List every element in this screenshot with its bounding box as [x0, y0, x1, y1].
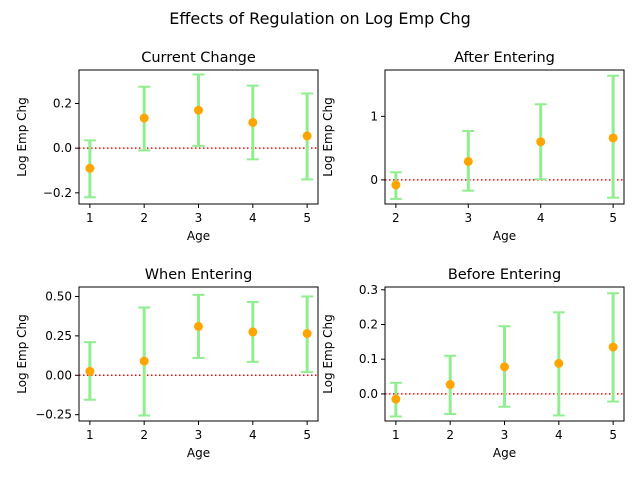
data-point: [139, 356, 149, 366]
subplot-title: Current Change: [141, 50, 256, 66]
y-tick-label: 0.00: [45, 368, 72, 382]
data-point: [248, 117, 258, 127]
axes-frame: [384, 69, 625, 205]
y-tick-label: 0.3: [359, 283, 378, 297]
data-point: [139, 113, 149, 123]
x-axis-label: Age: [187, 446, 210, 460]
data-point: [302, 131, 312, 141]
subplot-1: 1 2 3 4 5 −0.2 0.0 0.2 Current Change Age Log Emp …: [15, 50, 319, 243]
subplot-3: 1 2 3 4 5 −0.25 0.00 0.25 0.50 When Entering Age Lo…: [15, 267, 319, 460]
data-point: [302, 329, 312, 339]
x-tick-label: 5: [303, 428, 311, 442]
subplot-4: 1 2 3 4 5 0.0 0.1 0.2 0.3 Before Entering Age Log E…: [321, 267, 625, 460]
x-tick-label: 2: [446, 428, 454, 442]
x-tick-label: 5: [609, 428, 617, 442]
x-tick-label: 3: [195, 211, 203, 225]
x-tick-label: 4: [249, 428, 257, 442]
data-point: [85, 366, 95, 376]
x-tick-label: 4: [555, 428, 563, 442]
y-axis-label: Log Emp Chg: [321, 314, 335, 394]
data-point: [536, 137, 546, 147]
x-tick-label: 3: [501, 428, 509, 442]
y-axis-label: Log Emp Chg: [15, 97, 29, 177]
data-point: [554, 358, 564, 368]
x-tick-label: 1: [86, 428, 94, 442]
x-tick-label: 5: [303, 211, 311, 225]
x-tick-label: 2: [392, 211, 400, 225]
x-axis-label: Age: [493, 229, 516, 243]
subplot-2: 2 3 4 5 0 1 After Entering Age Log Emp Chg: [321, 50, 625, 243]
x-tick-label: 4: [537, 211, 545, 225]
subplots: 1 2 3 4 5 −0.2 0.0 0.2 Current Change Age Log Emp …: [15, 50, 625, 460]
y-tick-label: −0.2: [43, 186, 72, 200]
data-point: [391, 394, 401, 404]
data-point: [445, 380, 455, 390]
data-point: [85, 163, 95, 173]
y-tick-label: 0: [370, 173, 378, 187]
x-tick-label: 3: [464, 211, 472, 225]
x-tick-label: 1: [86, 211, 94, 225]
data-point: [194, 321, 203, 331]
x-tick-label: 4: [249, 211, 257, 225]
y-tick-label: 1: [370, 109, 378, 123]
data-point: [463, 156, 473, 166]
subplot-title: Before Entering: [448, 267, 561, 283]
figure-title: Effects of Regulation on Log Emp Chg: [169, 9, 471, 28]
y-tick-label: 0.0: [53, 141, 72, 155]
data-point: [608, 133, 618, 143]
x-axis-label: Age: [493, 446, 516, 460]
x-tick-label: 1: [392, 428, 400, 442]
y-tick-label: −0.25: [35, 408, 72, 422]
subplot-title: When Entering: [145, 267, 253, 283]
y-axis-label: Log Emp Chg: [321, 97, 335, 177]
data-point: [248, 327, 258, 337]
data-point: [608, 342, 618, 352]
x-tick-label: 2: [140, 211, 148, 225]
x-axis-label: Age: [187, 229, 210, 243]
data-point: [391, 180, 401, 190]
data-point: [194, 105, 203, 115]
y-axis-label: Log Emp Chg: [15, 314, 29, 394]
y-tick-label: 0.50: [45, 289, 72, 303]
y-tick-label: 0.25: [45, 329, 72, 343]
y-tick-label: 0.1: [359, 352, 378, 366]
y-tick-label: 0.2: [53, 97, 72, 111]
y-tick-label: 0.0: [359, 387, 378, 401]
subplot-title: After Entering: [454, 50, 555, 66]
data-point: [500, 362, 509, 372]
x-tick-label: 2: [140, 428, 148, 442]
x-tick-label: 5: [609, 211, 617, 225]
x-tick-label: 3: [195, 428, 203, 442]
y-tick-label: 0.2: [359, 317, 378, 331]
